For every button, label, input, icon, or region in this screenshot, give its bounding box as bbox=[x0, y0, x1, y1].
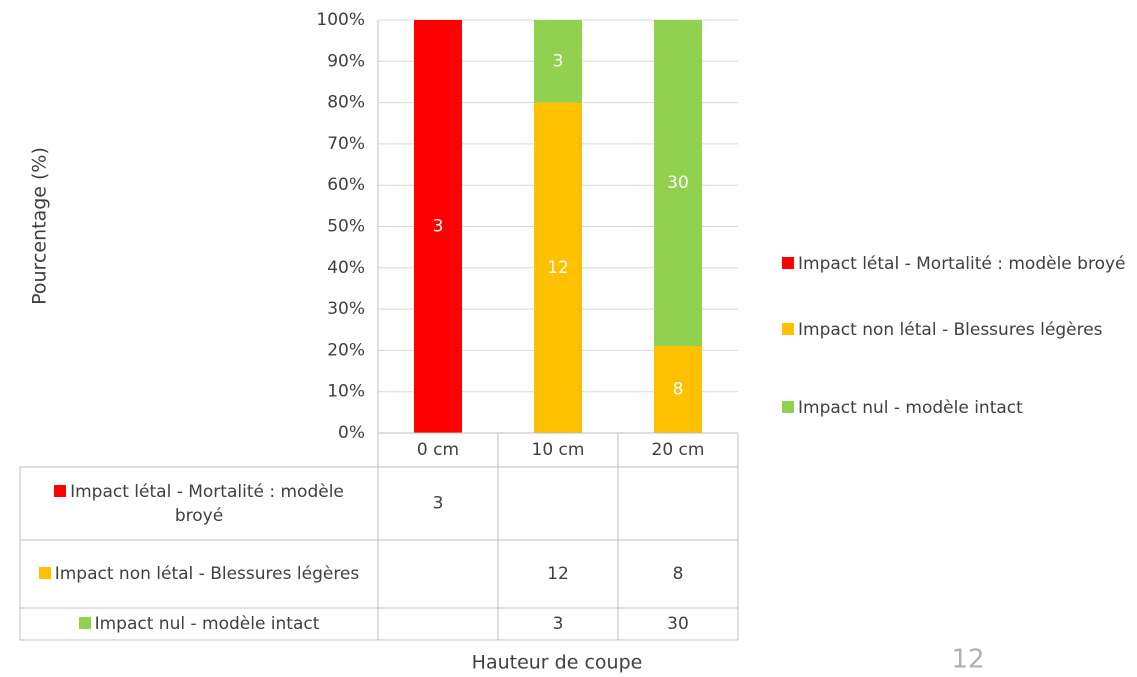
y-tick-label: 100% bbox=[316, 10, 365, 30]
legend-key bbox=[38, 567, 51, 579]
legend-key bbox=[54, 484, 67, 497]
legend-text: Impact nul - modèle intact bbox=[798, 398, 1023, 418]
table-cell: 8 bbox=[673, 564, 684, 584]
table-cell: 3 bbox=[433, 494, 444, 514]
y-tick-label: 80% bbox=[327, 93, 365, 113]
row-text: Impact létal - Mortalité : modèle broyé bbox=[70, 481, 344, 526]
table-cell: 12 bbox=[547, 564, 569, 584]
legend-text: Impact non létal - Blessures légères bbox=[798, 320, 1103, 340]
page-number: 12 bbox=[951, 645, 984, 675]
y-tick-label: 0% bbox=[338, 423, 365, 443]
table-row-header: Impact nul - modèle intact bbox=[24, 608, 374, 640]
row-label: Impact létal - Mortalité : modèle broyé bbox=[34, 480, 364, 528]
data-label: 8 bbox=[673, 380, 684, 400]
bar-segment bbox=[654, 20, 702, 347]
y-tick-label: 40% bbox=[327, 258, 365, 278]
legend-item: Impact létal - Mortalité : modèle broyé bbox=[782, 252, 1128, 276]
legend-key bbox=[782, 257, 794, 269]
legend-key bbox=[782, 401, 794, 413]
legend-item: Impact nul - modèle intact bbox=[782, 396, 1128, 420]
y-axis-title: Pourcentage (%) bbox=[29, 147, 51, 305]
bar-segment bbox=[654, 346, 702, 433]
data-label: 30 bbox=[667, 173, 689, 193]
y-tick-label: 30% bbox=[327, 299, 365, 319]
data-label: 3 bbox=[433, 217, 444, 237]
y-tick-label: 70% bbox=[327, 134, 365, 154]
table-cell: 3 bbox=[553, 614, 564, 634]
legend-item: Impact non létal - Blessures légères bbox=[782, 318, 1128, 342]
table-row-header: Impact létal - Mortalité : modèle broyé bbox=[24, 467, 374, 540]
data-label: 12 bbox=[547, 258, 569, 278]
y-tick-label: 90% bbox=[327, 51, 365, 71]
bar-segment bbox=[534, 102, 582, 433]
y-tick-label: 20% bbox=[327, 340, 365, 360]
y-tick-label: 60% bbox=[327, 175, 365, 195]
table-cell: 30 bbox=[667, 614, 689, 634]
data-label: 3 bbox=[553, 51, 564, 71]
row-label: Impact non létal - Blessures légères bbox=[38, 562, 360, 586]
bar-segment bbox=[534, 20, 582, 103]
x-tick-label: 10 cm bbox=[532, 440, 585, 460]
x-tick-label: 0 cm bbox=[417, 440, 459, 460]
row-text: Impact non létal - Blessures légères bbox=[54, 564, 360, 584]
table-row-header: Impact non létal - Blessures légères bbox=[24, 540, 374, 608]
legend-key bbox=[782, 323, 794, 335]
x-tick-label: 20 cm bbox=[652, 440, 705, 460]
row-label: Impact nul - modèle intact bbox=[78, 612, 320, 636]
y-tick-label: 10% bbox=[327, 382, 365, 402]
y-tick-label: 50% bbox=[327, 217, 365, 237]
legend-text: Impact létal - Mortalité : modèle broyé bbox=[798, 254, 1126, 274]
row-text: Impact nul - modèle intact bbox=[94, 614, 320, 634]
x-axis-title: Hauteur de coupe bbox=[472, 652, 643, 674]
legend-key bbox=[78, 617, 91, 629]
bar-segment bbox=[414, 20, 462, 433]
